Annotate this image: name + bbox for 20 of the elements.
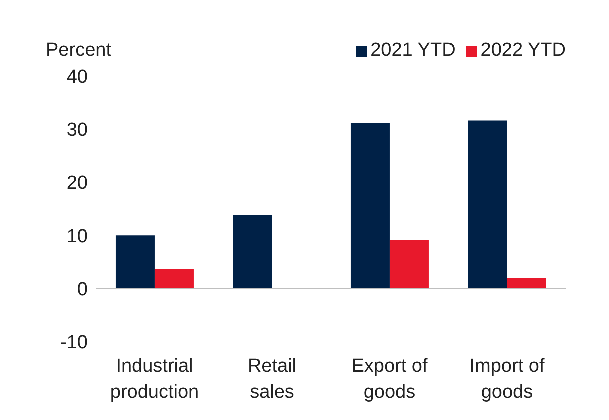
y-tick-label: -10 [60, 332, 88, 354]
bar [116, 236, 155, 289]
y-axis-title: Percent [46, 40, 112, 62]
x-tick-label: Industrial production [110, 356, 200, 403]
y-tick-label: 20 [66, 173, 88, 194]
y-tick-label: 40 [66, 66, 88, 88]
bar [154, 269, 194, 289]
bar [468, 120, 508, 289]
y-tick-label: 10 [66, 226, 88, 248]
legend-label: 2022 YTD [480, 40, 566, 62]
x-tick-label: Retail sales [248, 356, 297, 403]
bar [233, 215, 272, 289]
legend-label: 2021 YTD [370, 40, 456, 62]
y-tick-label: 0 [77, 280, 88, 301]
x-tick-label: Import of goods [470, 356, 546, 403]
bar [350, 123, 390, 289]
x-tick-label: Export of goods [352, 356, 428, 403]
y-tick-label: 30 [66, 120, 88, 141]
bar [507, 278, 546, 289]
bar [390, 240, 429, 289]
